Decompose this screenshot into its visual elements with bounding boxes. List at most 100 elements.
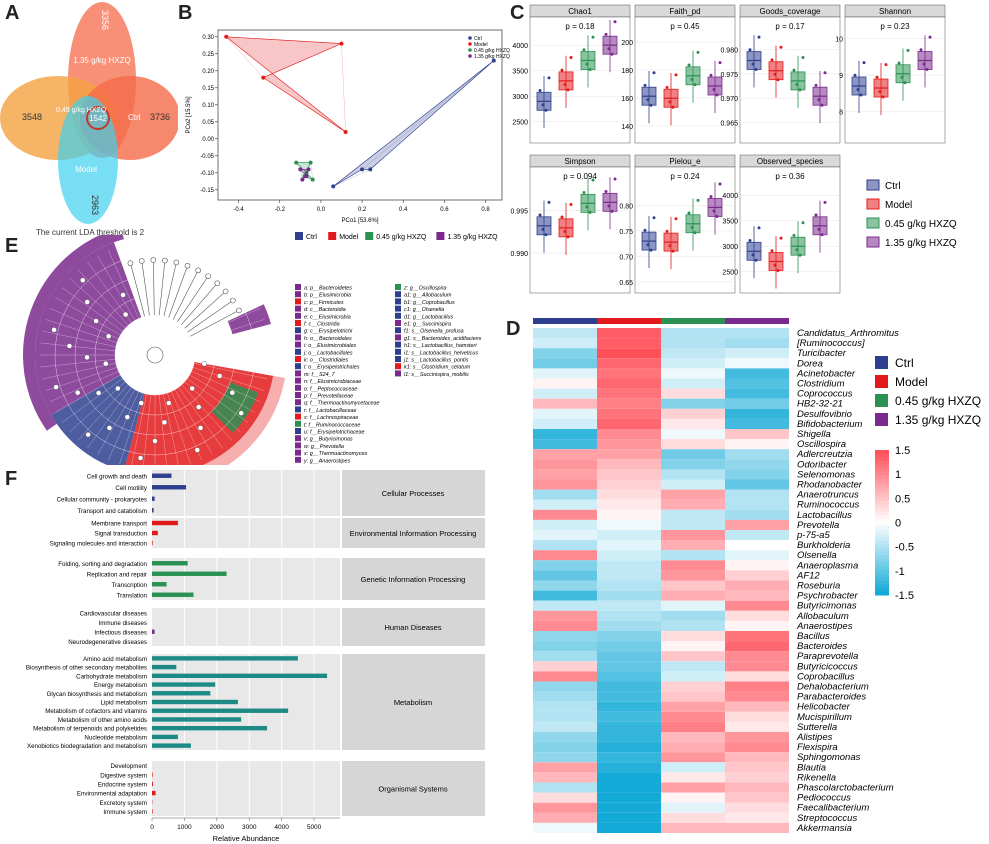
heatmap-cell — [533, 641, 597, 652]
heatmap-scale-segment — [875, 573, 889, 578]
kegg-bar — [152, 656, 298, 661]
lefse-legend-key — [395, 327, 401, 334]
heatmap-row-label: Candidatus_Arthromitus — [797, 328, 899, 339]
heatmap-cell — [725, 540, 789, 551]
alpha-title: Simpson — [564, 157, 595, 166]
heatmap-cell — [725, 600, 789, 611]
kegg-block-bg — [152, 470, 340, 516]
venn-diagram: 3356 1.35 g/kg HXZQ 3548 0.45 g/kg HXZQ … — [0, 2, 178, 237]
clado-branch — [163, 255, 213, 340]
heatmap-scale-segment — [875, 471, 889, 476]
clado-open-node — [127, 260, 134, 267]
clado-branch — [169, 287, 249, 345]
alpha-point — [588, 210, 592, 214]
heatmap-cell — [725, 590, 789, 601]
pcoa-point-high — [306, 167, 311, 172]
heatmap-cell — [661, 671, 725, 682]
heatmap-cell — [725, 459, 789, 470]
heatmap-cell — [661, 691, 725, 702]
clado-branch — [171, 308, 261, 348]
venn-model-only: 2963 — [90, 195, 100, 215]
heatmap-row-label: Turicibacter — [797, 348, 847, 359]
clado-node — [229, 389, 235, 396]
lefse-legend-label: o: f__Peptococcaceae — [304, 386, 357, 392]
alpha-point — [801, 56, 805, 59]
heatmap-cell — [533, 328, 597, 339]
heatmap-scale-label: -1.5 — [895, 590, 914, 602]
clado-open-branch — [184, 291, 226, 329]
alpha-pvalue: p = 0.23 — [880, 22, 910, 31]
alpha-ytick-label: 8 — [839, 110, 843, 117]
heatmap-row-label: Rhodanobacter — [797, 480, 863, 491]
alpha-point — [820, 103, 824, 107]
venn-low-only: 3548 — [22, 112, 42, 122]
heatmap-cell — [661, 822, 725, 833]
heatmap-cell — [533, 530, 597, 541]
kegg-bar — [152, 473, 172, 478]
clado-open-node — [236, 307, 242, 314]
clado-node — [216, 373, 223, 379]
clado-ring-guide — [74, 274, 236, 436]
heatmap-cell — [661, 459, 725, 470]
alpha-point — [709, 195, 713, 199]
heatmap-cell — [661, 439, 725, 450]
lefse-legend-label: h: o__Bacteroidales — [304, 336, 352, 342]
heatmap-cell — [725, 620, 789, 631]
alpha-point — [690, 77, 694, 81]
alpha-ytick-label: 0.995 — [510, 209, 528, 216]
kegg-item-label: Translation — [117, 592, 148, 599]
pcoa-edge-low — [310, 162, 313, 180]
heatmap-cell — [725, 499, 789, 510]
clado-node — [138, 400, 144, 406]
lefse-legend-key — [295, 384, 301, 391]
alpha-ytick-label: 0.965 — [720, 120, 738, 127]
kegg-item-label: Digestive system — [100, 772, 147, 779]
heatmap-scale-segment — [875, 562, 889, 567]
clado-node — [238, 410, 244, 416]
heatmap-scale-segment — [875, 489, 889, 494]
clado-node — [103, 360, 109, 367]
pcoa-edge-ctrl — [333, 169, 363, 187]
heatmap-cell — [661, 812, 725, 823]
alpha-point — [792, 233, 796, 237]
clado-node — [122, 311, 129, 318]
clado-node — [152, 438, 158, 444]
kegg-bar — [152, 592, 194, 597]
heatmap-cell — [597, 418, 661, 429]
heatmap-cell — [661, 590, 725, 601]
heatmap-scale-segment — [875, 508, 889, 513]
heatmap-cell — [533, 348, 597, 359]
alpha-point — [919, 48, 923, 52]
clado-open-node — [184, 262, 191, 269]
heatmap-cell — [661, 388, 725, 399]
clado-branch — [170, 363, 255, 413]
heatmap-cell — [533, 338, 597, 349]
heatmap-scale-segment — [875, 497, 889, 502]
heatmap-cell — [533, 600, 597, 611]
clado-node — [137, 455, 144, 461]
heatmap-cell — [533, 812, 597, 823]
alpha-point — [563, 83, 567, 86]
heatmap-cell — [597, 802, 661, 813]
clado-branch — [172, 358, 268, 380]
lefse-legend-label: a: p__Bacteroidetes — [304, 286, 352, 292]
heatmap-cell — [725, 398, 789, 409]
heatmap-legend-label: Ctrl — [895, 356, 914, 370]
alpha-point — [560, 215, 564, 219]
kegg-item-label: Signaling molecules and interaction — [50, 541, 148, 548]
lefse-legend-key — [395, 320, 401, 326]
heatmap-row-label: Dehalobacterium — [797, 682, 869, 693]
alpha-ytick-label: 0.75 — [619, 229, 633, 236]
alpha-point — [696, 50, 700, 54]
heatmap-scale-segment — [875, 576, 889, 581]
kegg-category-label: Organismal Systems — [378, 785, 447, 794]
venn-high-only: 3356 — [100, 10, 110, 30]
clado-node — [196, 404, 202, 410]
heatmap-scale-segment — [875, 551, 889, 556]
heatmap-cell — [661, 600, 725, 611]
heatmap-cell — [533, 732, 597, 743]
alpha-diversity-boxplots: Chao1 p = 0.18 2500 3000 3500 4000 Faith_pdp =… — [510, 4, 957, 294]
alpha-title: Goods_coverage — [760, 7, 821, 16]
heatmap-cell — [661, 338, 725, 349]
